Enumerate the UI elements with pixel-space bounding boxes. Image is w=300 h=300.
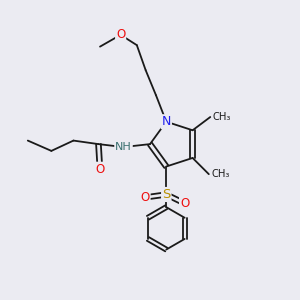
Text: O: O — [95, 163, 105, 176]
Text: CH₃: CH₃ — [211, 169, 230, 179]
Text: O: O — [180, 197, 189, 210]
Text: S: S — [162, 188, 170, 201]
Text: O: O — [140, 191, 150, 204]
Text: N: N — [162, 115, 171, 128]
Text: O: O — [116, 28, 125, 41]
Text: NH: NH — [115, 142, 132, 152]
Text: CH₃: CH₃ — [213, 112, 231, 122]
